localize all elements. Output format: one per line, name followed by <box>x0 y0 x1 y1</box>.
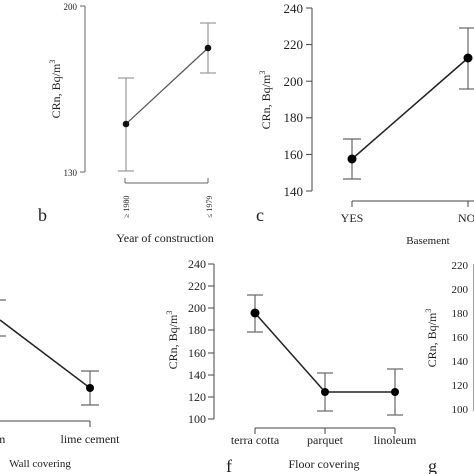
panel-f-point <box>250 308 260 318</box>
panel-c-tick-label: 200 <box>284 74 304 89</box>
panel-c-tick-label: 180 <box>284 110 304 125</box>
panel-g: 220 200 180 160 140 120 100 CRn, Bq/m3 g <box>424 260 474 474</box>
panel-f-y-ticks <box>208 263 214 420</box>
panel-f-category-label: terra cotta <box>231 433 280 447</box>
panel-b-y-label: CRn, Bq/m3 <box>48 60 63 119</box>
panel-b-x-label: Year of construction <box>116 231 213 245</box>
panel-c-point <box>347 154 357 164</box>
panel-b-point <box>122 120 130 128</box>
panel-c-y-label: CRn, Bq/m3 <box>258 71 273 130</box>
panel-g-y-label: CRn, Bq/m3 <box>424 309 439 368</box>
panel-f-tick-label: 120 <box>188 390 206 404</box>
panel-f-tick-label: 220 <box>188 279 206 293</box>
panel-c-point <box>463 53 473 63</box>
panel-f-tick-label: 100 <box>188 412 206 426</box>
panel-wall-series-line <box>0 319 91 389</box>
panel-wall: m lime cement Wall covering <box>0 299 121 470</box>
panel-b-tick-label: 200 <box>64 2 78 12</box>
panel-b: 200 130 CRn, Bq/m3 ≥ 1980 ≤ 1979 b Year … <box>38 2 216 245</box>
panel-c-category-label: YES <box>341 211 364 225</box>
panel-c-category-label: NO <box>458 211 474 225</box>
panel-b-category-label: ≤ 1979 <box>205 196 214 218</box>
panel-c-x-label: Basement <box>406 235 449 247</box>
panel-f-category-label: linoleum <box>374 433 417 447</box>
panel-f: 100 120 140 160 180 200 220 240 CRn, Bq/… <box>165 257 417 474</box>
panel-g-tick-label: 160 <box>452 332 469 344</box>
panel-f-x-label: Floor covering <box>289 457 360 471</box>
panel-c-series-line <box>351 57 469 160</box>
panel-g-tick-label: 180 <box>452 308 469 320</box>
panel-g-letter: g <box>428 456 437 474</box>
panel-wall-point <box>86 384 94 392</box>
panel-f-tick-label: 200 <box>188 301 206 315</box>
panel-g-tick-label: 140 <box>452 356 469 368</box>
panel-c: 140 160 180 200 220 240 CRn, Bq/m3 YES N… <box>256 1 474 247</box>
panel-wall-category-label: m <box>0 432 6 446</box>
panel-g-tick-label: 100 <box>452 404 469 416</box>
panel-wall-x-label: Wall covering <box>9 458 71 470</box>
panel-f-tick-label: 240 <box>188 257 206 271</box>
panel-c-y-ticks <box>306 7 312 192</box>
panel-f-tick-label: 180 <box>188 323 206 337</box>
panel-c-tick-label: 160 <box>284 147 304 162</box>
panel-f-category-label: parquet <box>307 433 344 447</box>
panel-b-tick-label: 130 <box>64 168 78 178</box>
panel-wall-category-label: lime cement <box>61 432 121 446</box>
panel-f-letter: f <box>226 456 232 474</box>
panel-b-letter: b <box>38 205 47 225</box>
panel-b-category-label: ≥ 1980 <box>122 196 131 218</box>
panel-g-tick-label: 220 <box>452 260 469 272</box>
panel-c-tick-label: 240 <box>284 1 304 16</box>
panel-b-series-line <box>125 47 209 125</box>
panel-c-tick-label: 220 <box>284 37 304 52</box>
panel-f-tick-label: 140 <box>188 368 206 382</box>
panel-f-y-label: CRn, Bq/m3 <box>165 311 180 370</box>
panel-b-point <box>204 44 212 52</box>
panel-g-tick-label: 200 <box>452 284 469 296</box>
panel-c-letter: c <box>256 205 264 225</box>
panel-g-tick-label: 120 <box>452 380 469 392</box>
panel-c-tick-label: 140 <box>284 184 304 199</box>
panel-f-point <box>391 388 399 396</box>
panel-f-tick-label: 160 <box>188 346 206 360</box>
panel-f-point <box>321 388 329 396</box>
